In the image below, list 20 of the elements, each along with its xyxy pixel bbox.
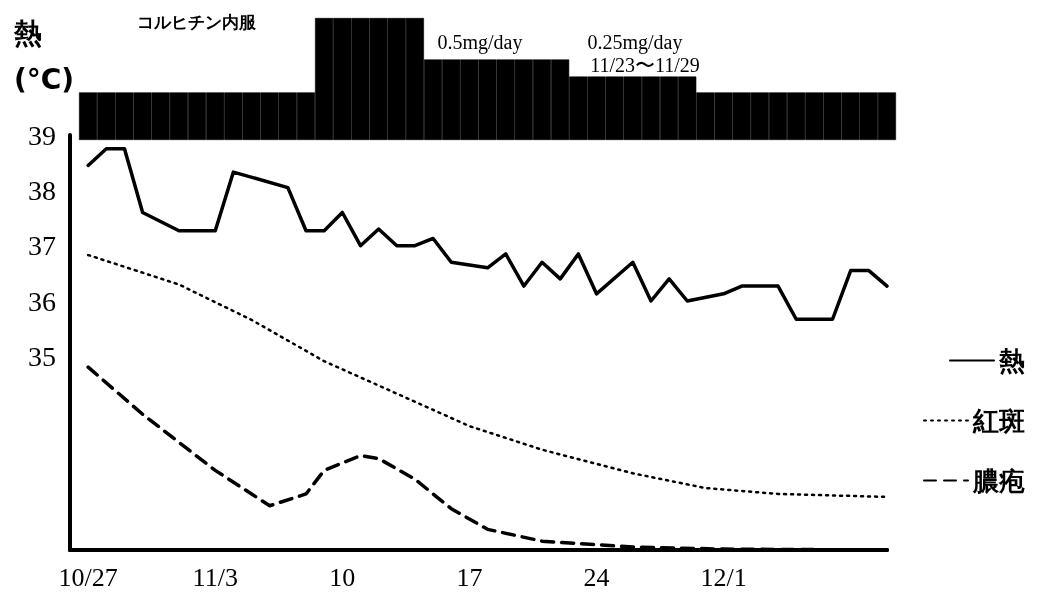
annotation: 0.5mg/day — [437, 31, 523, 54]
line-series — [86, 147, 889, 322]
legend-label: 紅斑 — [972, 405, 1025, 436]
x-tick-label: 11/3 — [192, 562, 238, 592]
y-tick-label: 36 — [28, 285, 56, 317]
x-tick-label: 24 — [583, 562, 610, 592]
x-tick-label: 17 — [456, 562, 483, 592]
x-tick-label: 10 — [329, 562, 356, 592]
legend-label: 膿疱 — [972, 465, 1025, 496]
annotation: コルヒチン内服 — [136, 12, 257, 32]
x-tick-label: 12/1 — [700, 562, 747, 592]
y-tick-label: 37 — [28, 230, 56, 262]
y-tick-label: 39 — [28, 119, 56, 151]
y-axis-title: 熱 (°C) — [13, 16, 75, 96]
x-tick-label: 10/27 — [58, 562, 118, 592]
annotation: 0.25mg/day — [587, 31, 683, 54]
annotation: 11/23〜11/29 — [590, 54, 700, 76]
y-tick-label: 35 — [28, 340, 56, 372]
legend-label: 熱 — [998, 345, 1025, 376]
y-tick-label: 38 — [28, 174, 56, 206]
